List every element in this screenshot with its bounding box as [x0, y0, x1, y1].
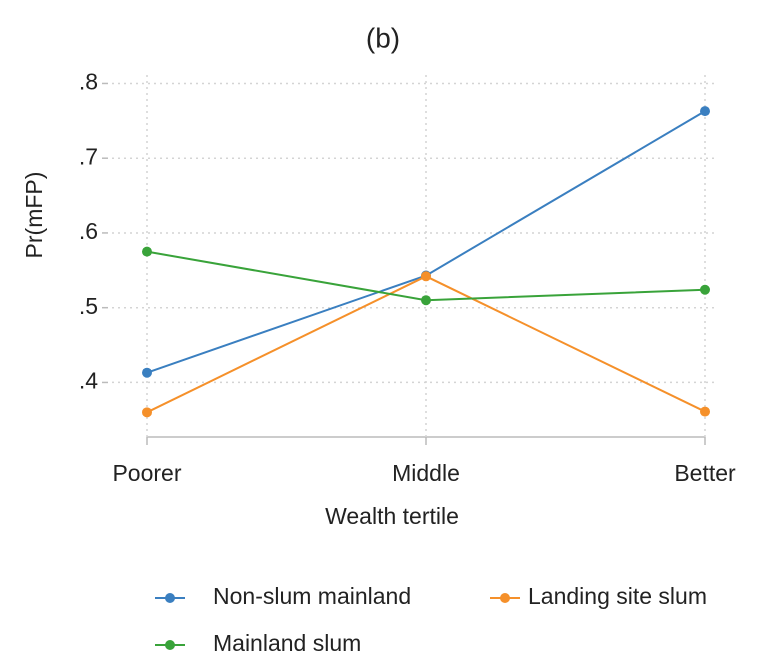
point	[421, 271, 431, 282]
x-axis-title: Wealth tertile	[325, 503, 459, 529]
point	[700, 284, 710, 295]
point	[142, 407, 152, 418]
y-tick-label: .6	[79, 218, 98, 244]
y-tick-label: .4	[79, 368, 98, 394]
chart-title: (b)	[366, 22, 400, 53]
legend-marker	[165, 593, 175, 603]
point	[700, 106, 710, 117]
point	[142, 367, 152, 378]
x-tick-label: Middle	[392, 460, 460, 486]
legend-label: Landing site slum	[528, 583, 707, 609]
y-tick-label: .8	[79, 69, 98, 95]
legend-marker	[500, 593, 510, 603]
x-tick-label: Better	[674, 460, 736, 486]
point	[142, 246, 152, 257]
point	[421, 295, 431, 306]
point	[700, 406, 710, 417]
y-tick-label: .5	[79, 293, 98, 319]
y-tick-label: .7	[79, 143, 98, 169]
legend-label: Non-slum mainland	[213, 583, 411, 609]
y-axis-title: Pr(mFP)	[21, 172, 47, 259]
legend-marker	[165, 640, 175, 650]
legend-label: Mainland slum	[213, 630, 361, 656]
x-tick-label: Poorer	[112, 460, 181, 486]
